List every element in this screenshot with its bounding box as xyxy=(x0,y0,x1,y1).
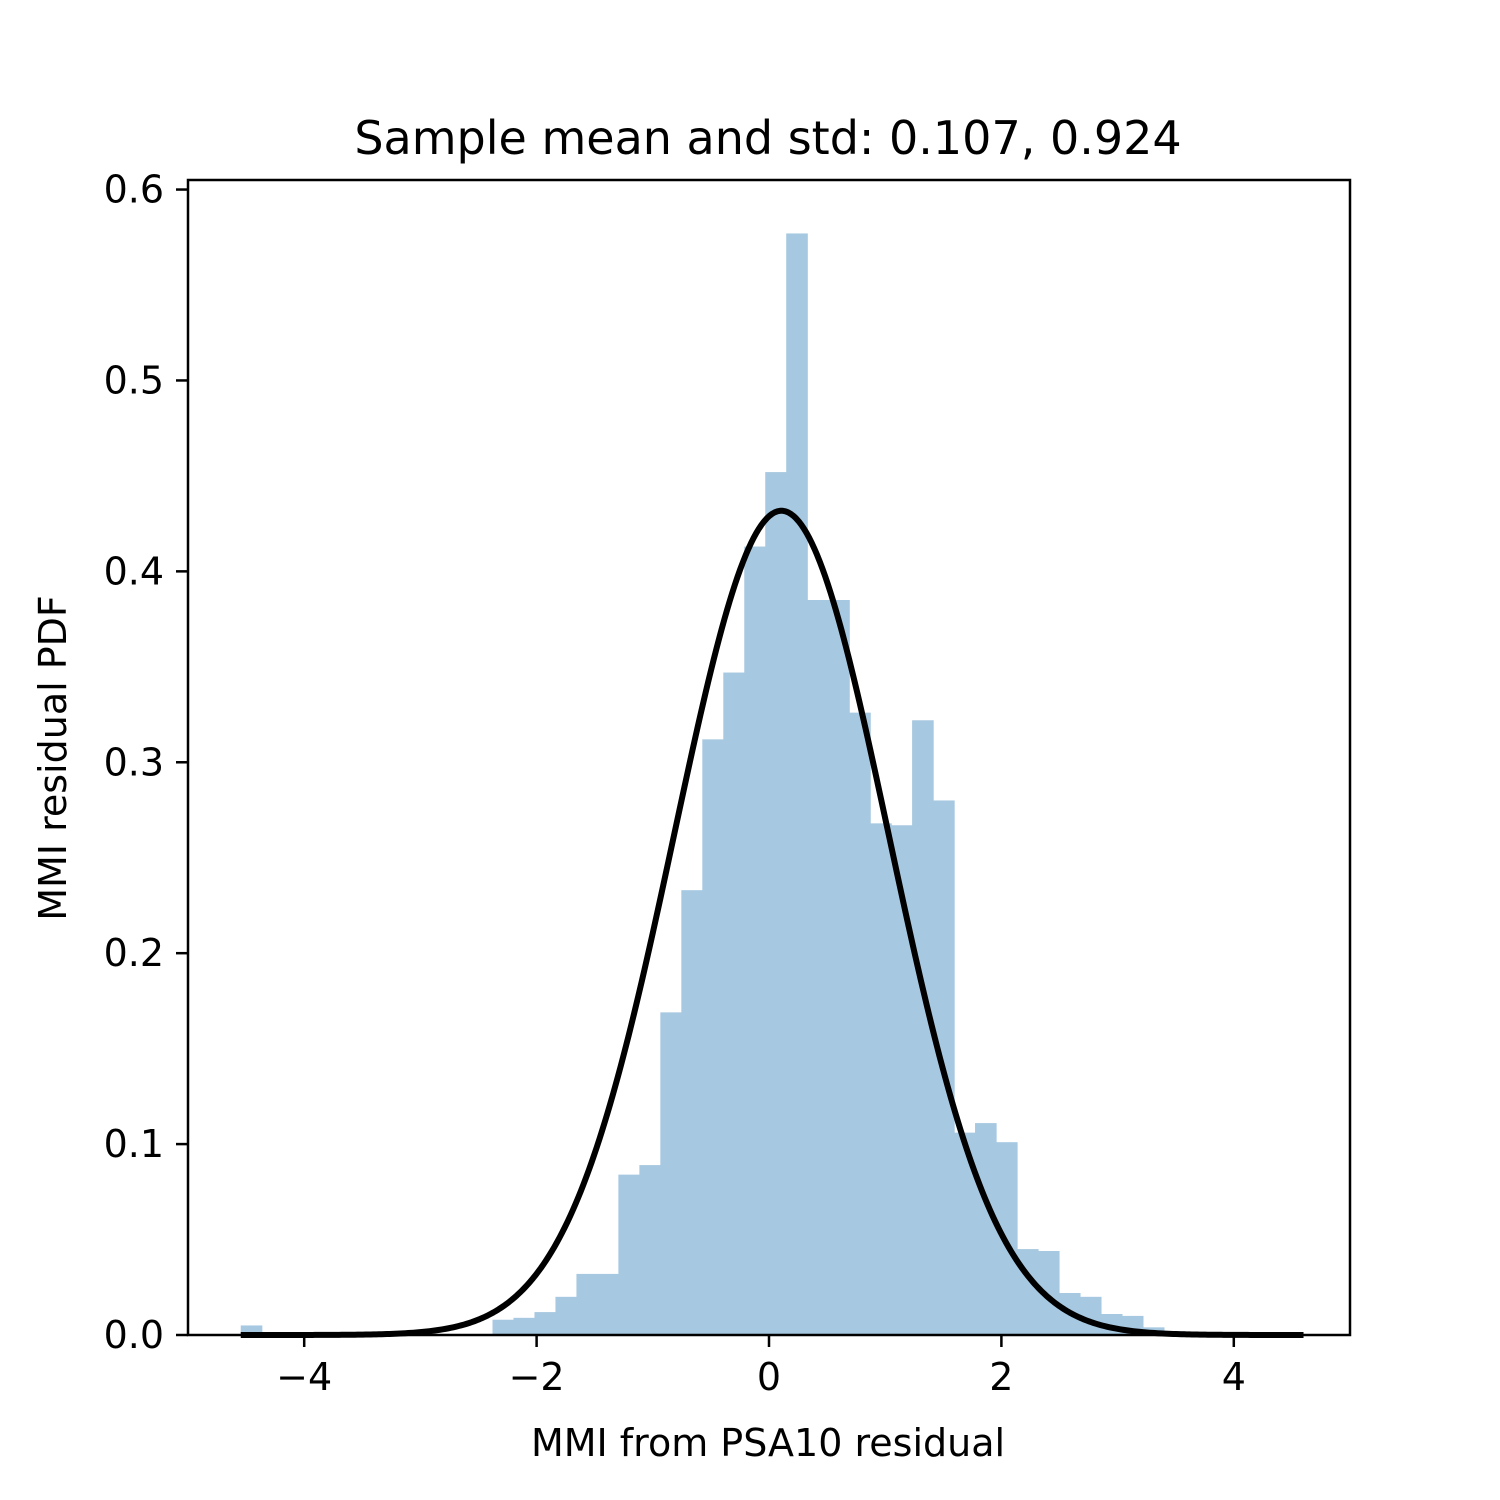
histogram-bar xyxy=(618,1174,640,1335)
y-axis-ticks: 0.0 0.1 0.2 0.3 0.4 0.5 0.6 xyxy=(104,168,188,1357)
histogram-bar xyxy=(828,600,850,1335)
histogram-bar xyxy=(912,720,934,1335)
histogram-bar xyxy=(660,1012,682,1335)
y-tick-label: 0.3 xyxy=(104,740,164,784)
y-tick-label: 0.0 xyxy=(104,1313,164,1357)
x-tick-label: 2 xyxy=(989,1355,1013,1399)
x-tick-label: −2 xyxy=(509,1355,565,1399)
histogram-bar xyxy=(870,823,892,1335)
y-axis-label: MMI residual PDF xyxy=(31,595,75,921)
histogram-bar xyxy=(597,1273,619,1335)
histogram-bar xyxy=(534,1312,557,1335)
x-axis-label: MMI from PSA10 residual xyxy=(531,1421,1005,1465)
histogram-bar xyxy=(975,1123,997,1335)
x-tick-label: −4 xyxy=(276,1355,332,1399)
histogram-bar xyxy=(744,546,766,1335)
histogram-bar xyxy=(681,890,703,1335)
histogram-bar xyxy=(723,672,745,1335)
histogram-bar xyxy=(1037,1251,1060,1335)
chart-title: Sample mean and std: 0.107, 0.924 xyxy=(354,111,1181,165)
histogram-bar xyxy=(807,600,829,1335)
x-tick-label: 4 xyxy=(1222,1355,1246,1399)
y-tick-label: 0.6 xyxy=(104,168,164,212)
histogram-bar xyxy=(513,1317,536,1335)
x-tick-label: 0 xyxy=(757,1355,781,1399)
y-tick-label: 0.4 xyxy=(104,549,164,593)
histogram-bar xyxy=(702,739,724,1335)
histogram-bar xyxy=(849,712,871,1335)
histogram-bar xyxy=(576,1273,599,1335)
histogram-bar xyxy=(492,1319,515,1335)
histogram-bar xyxy=(555,1296,578,1335)
normal-fit-curve xyxy=(240,507,1304,1338)
y-tick-label: 0.2 xyxy=(104,931,164,975)
y-tick-label: 0.5 xyxy=(104,358,164,402)
histogram-bar xyxy=(954,1132,976,1335)
histogram-bar xyxy=(765,472,787,1336)
histogram-bar xyxy=(240,1325,263,1335)
histogram-bars xyxy=(240,233,1207,1336)
x-axis-ticks: −4 −2 0 2 4 xyxy=(276,1335,1246,1399)
histogram-bar xyxy=(786,233,808,1336)
histogram-bar xyxy=(639,1165,661,1335)
histogram-bar xyxy=(891,825,913,1335)
y-tick-label: 0.1 xyxy=(104,1122,164,1166)
